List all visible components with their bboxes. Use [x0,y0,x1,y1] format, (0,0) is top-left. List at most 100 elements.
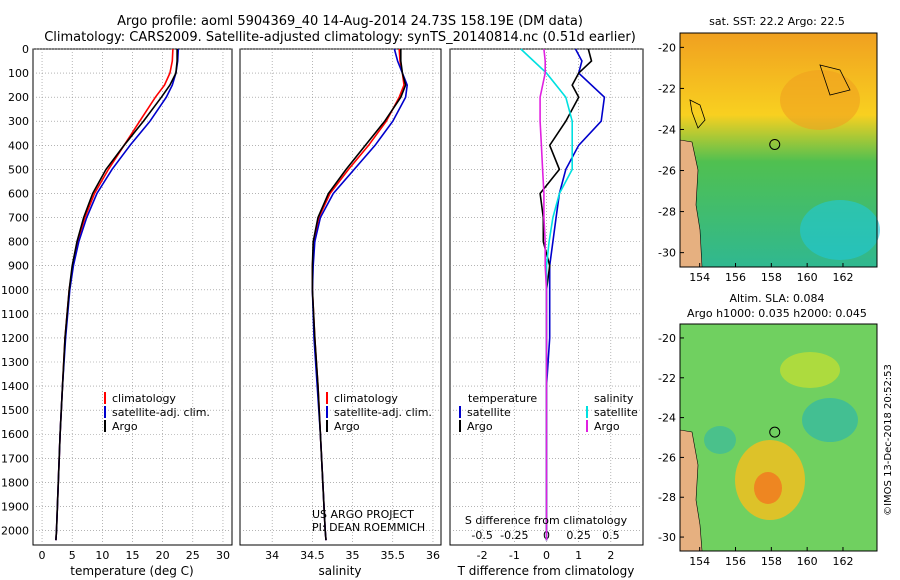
series-satellite-adj-clim- [55,48,180,541]
latitude-tick-label: -30 [658,247,676,260]
legend-salinity-title: salinity [594,392,634,405]
sla-map-frame [679,323,878,552]
latitude-tick-label: -28 [658,206,676,219]
positive-anomaly-north [780,352,840,388]
sla-map-title-line1: Altim. SLA: 0.084 [729,292,824,305]
depth-tick-label: 1800 [1,476,29,489]
latitude-tick-label: -22 [658,82,676,95]
cool-patch [800,200,880,260]
difference-x-tick-label: -1 [509,549,520,562]
t-difference-axis-label: T difference from climatology [457,564,635,578]
temperature-x-tick-label: 30 [216,549,230,562]
temperature-x-tick-label: 5 [69,549,76,562]
imos-credit: ©IMOS 13-Dec-2018 20:52:53 [883,364,894,516]
latitude-tick-label: -24 [658,412,676,425]
s-difference-tick-label: 0.25 [566,529,591,542]
sst-map-panel: sat. SST: 22.2 Argo: 22.5 154 156 158 160 16… [658,15,880,284]
longitude-tick-label: 156 [725,271,746,284]
sla-map-panel: Altim. SLA: 0.084 Argo h1000: 0.035 h200… [658,292,878,568]
longitude-tick-label: 160 [797,271,818,284]
legend-t-argo-label: Argo [467,420,493,433]
difference-x-tick-label: -2 [477,549,488,562]
negative-anomaly-west [704,426,736,454]
longitude-tick-label: 162 [832,271,853,284]
depth-tick-label: 1000 [1,284,29,297]
depth-tick-label: 1400 [1,380,29,393]
longitude-tick-label: 156 [725,555,746,568]
salinity-panel: 34 34.5 35 35.5 36 salinity climatology sate… [239,48,442,578]
longitude-tick-label: 160 [797,555,818,568]
salinity-x-tick-label: 35.5 [381,549,406,562]
pi-credit: PI: DEAN ROEMMICH [312,521,425,534]
figure-title-line1: Argo profile: aoml 5904369_40 14-Aug-201… [117,14,583,29]
latitude-tick-label: -20 [658,332,676,345]
s-difference-tick-label: -0.5 [471,529,492,542]
latitude-tick-label: -26 [658,165,676,178]
temperature-axis-label: temperature (deg C) [70,564,193,578]
difference-x-tick-label: 0 [543,549,550,562]
salinity-legend: climatology satellite-adj. clim. Argo [326,392,432,433]
float-position-marker [769,138,781,150]
depth-tick-label: 400 [8,139,29,152]
series-climatology [55,48,174,541]
temperature-x-tick-label: 10 [95,549,109,562]
legend-t-satellite-label: satellite [467,406,511,419]
series-t-satellite [545,48,606,541]
latitude-tick-label: -30 [658,531,676,544]
longitude-tick-label: 162 [832,555,853,568]
latitude-tick-label: -28 [658,491,676,504]
depth-tick-label: 100 [8,67,29,80]
legend-argo-label: Argo [112,420,138,433]
legend-satellite-label: satellite-adj. clim. [112,406,210,419]
depth-tick-label: 500 [8,163,29,176]
s-difference-tick-label: -0.25 [500,529,528,542]
longitude-tick-label: 158 [761,555,782,568]
temperature-x-tick-label: 25 [186,549,200,562]
legend-s-satellite-label: satellite [594,406,638,419]
s-difference-axis-label: S difference from climatology [465,514,628,527]
latitude-tick-label: -24 [658,123,676,136]
legend-argo-label: Argo [334,420,360,433]
legend-s-argo-label: Argo [594,420,620,433]
depth-tick-label: 2000 [1,525,29,538]
salinity-x-tick-label: 34 [265,549,279,562]
depth-tick-label: 200 [8,91,29,104]
figure-title-line2: Climatology: CARS2009. Satellite-adjuste… [44,30,636,45]
temperature-x-tick-label: 15 [126,549,140,562]
sst-map-frame [679,32,878,268]
s-difference-tick-label: 0.5 [602,529,620,542]
project-credit: US ARGO PROJECT [312,508,414,521]
latitude-tick-label: -20 [658,41,676,54]
depth-tick-label: 1100 [1,308,29,321]
series-t-argo [539,48,593,541]
salinity-x-tick-label: 35 [346,549,360,562]
depth-tick-label: 600 [8,187,29,200]
difference-x-tick-label: 1 [575,549,582,562]
sst-map-title: sat. SST: 22.2 Argo: 22.5 [709,15,845,28]
series-climatology [311,48,405,541]
depth-tick-label: 1300 [1,356,29,369]
temperature-x-tick-label: 0 [39,549,46,562]
difference-legend: temperature satellite Argo salinity sate… [459,392,638,433]
strong-positive-anomaly [754,472,782,504]
warm-patch [780,70,860,130]
salinity-x-tick-label: 36 [426,549,440,562]
legend-climatology-label: climatology [334,392,398,405]
depth-tick-label: 900 [8,260,29,273]
series-s-argo [539,48,548,541]
difference-x-tick-label: 2 [607,549,614,562]
temperature-x-tick-label: 20 [156,549,170,562]
legend-temperature-title: temperature [468,392,537,405]
longitude-tick-label: 154 [689,555,710,568]
depth-tick-label: 700 [8,212,29,225]
longitude-tick-label: 158 [761,271,782,284]
temperature-panel-frame [32,48,233,546]
salinity-x-tick-label: 34.5 [300,549,325,562]
salinity-panel-frame [239,48,442,546]
legend-satellite-label: satellite-adj. clim. [334,406,432,419]
depth-tick-label: 1500 [1,404,29,417]
depth-tick-label: 1700 [1,452,29,465]
depth-tick-label: 1900 [1,500,29,513]
legend-climatology-label: climatology [112,392,176,405]
